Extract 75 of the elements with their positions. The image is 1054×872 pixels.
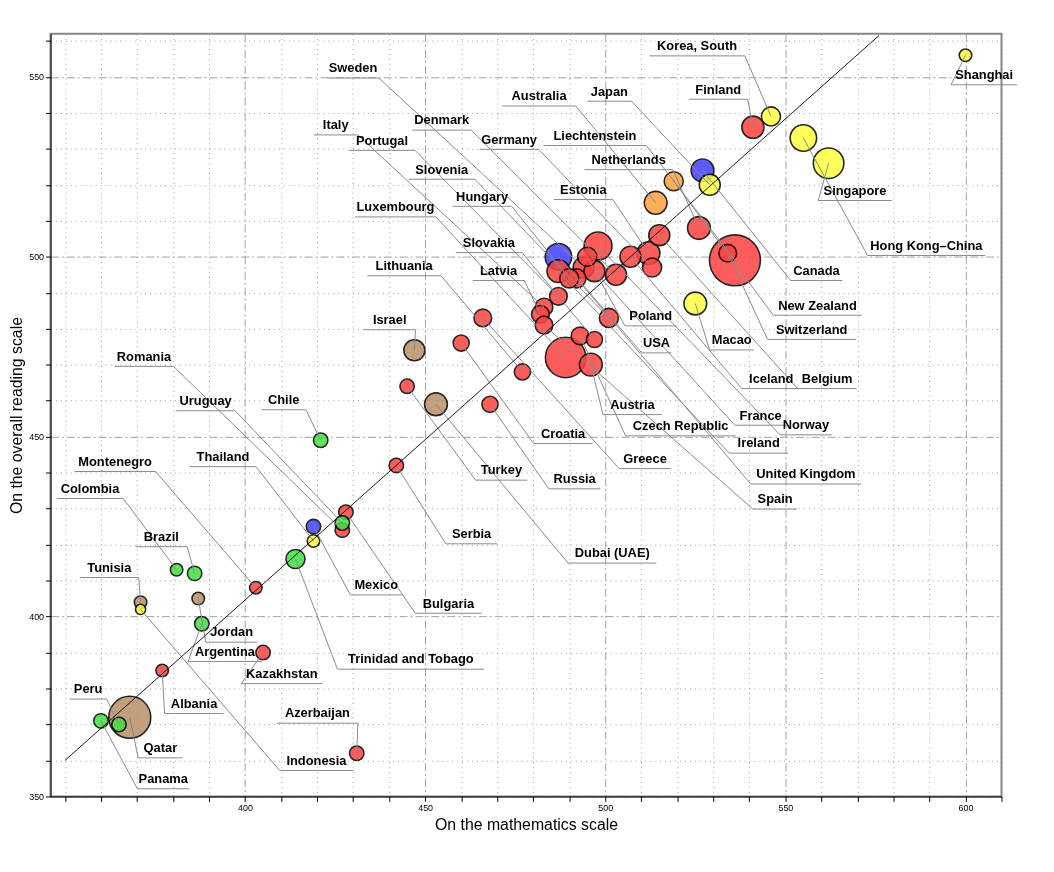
annotation: Sweden [328, 60, 378, 76]
annotation: France [739, 407, 782, 423]
x-tick-label: 500 [598, 802, 614, 813]
annotation: Uruguay [179, 393, 233, 409]
annotation: USA [642, 335, 671, 351]
annotation: Spain [757, 491, 793, 507]
annotation: Kazakhstan [246, 665, 318, 681]
annotation: New Zealand [778, 297, 857, 313]
annotation: Brazil [143, 529, 179, 545]
annotation: Slovakia [462, 234, 516, 250]
annotation: Thailand [196, 448, 250, 464]
annotation: Mexico [354, 577, 399, 593]
annotation: Liechtenstein [553, 127, 637, 143]
annotation: Colombia [60, 480, 121, 496]
y-tick-label: 400 [29, 612, 45, 623]
annotation: Croatia [540, 425, 587, 441]
annotation: Qatar [143, 740, 178, 756]
y-tick-label: 350 [29, 791, 45, 802]
annotation: Dubai (UAE) [574, 545, 650, 561]
annotation: Bulgaria [422, 595, 476, 611]
annotation: Israel [372, 312, 407, 328]
y-axis-title: On the overall reading scale [8, 316, 26, 515]
annotation: Tunisia [87, 559, 133, 575]
annotation: United Kingdom [756, 466, 856, 482]
annotation: Australia [511, 88, 568, 104]
annotation: Switzerland [775, 321, 848, 337]
x-tick-label: 400 [238, 802, 253, 813]
annotation: Chile [267, 392, 300, 408]
annotation: Estonia [560, 181, 608, 197]
annotation: Azerbaijan [284, 705, 351, 721]
annotation: Indonesia [286, 752, 348, 768]
annotation: Hong Kong–China [870, 237, 984, 253]
x-tick-label: 600 [958, 802, 974, 813]
annotation: Italy [322, 117, 350, 133]
annotation: Shanghai [955, 67, 1014, 83]
annotation: Ireland [737, 435, 780, 451]
annotation: Latvia [479, 262, 518, 278]
annotation: Russia [553, 471, 597, 487]
annotation: Poland [629, 308, 673, 324]
annotation: Korea, South [657, 38, 738, 54]
annotation: Canada [793, 262, 841, 278]
annotation: Serbia [451, 526, 493, 542]
x-tick-label: 450 [418, 802, 434, 813]
annotation: Panama [138, 771, 189, 787]
x-axis-title: On the mathematics scale [435, 815, 619, 833]
annotation: Iceland [749, 370, 794, 386]
annotation: Montenegro [78, 453, 153, 469]
annotation: Argentina [194, 643, 256, 659]
annotation: Finland [695, 81, 742, 97]
annotation: Norway [782, 417, 830, 433]
annotation: Singapore [823, 182, 887, 198]
annotation: Germany [481, 131, 538, 147]
annotation: Hungary [456, 188, 510, 204]
annotation: Austria [610, 396, 656, 412]
annotation: Peru [73, 681, 103, 697]
annotation: Lithuania [375, 258, 434, 274]
annotation: Trinidad and Tobago [348, 651, 474, 667]
annotation: Albania [170, 695, 219, 711]
annotation: Portugal [355, 132, 409, 148]
annotation: Greece [623, 450, 667, 466]
annotation: Jordan [210, 624, 254, 640]
annotation: Macao [711, 332, 752, 348]
annotation: Denmark [414, 112, 471, 128]
annotation: Czech Republic [632, 418, 729, 434]
annotation: Slovenia [415, 161, 469, 177]
annotation: Turkey [480, 462, 523, 478]
annotation: Japan [590, 83, 629, 99]
y-tick-label: 500 [29, 252, 45, 263]
y-tick-label: 550 [29, 72, 45, 83]
annotation: Belgium [801, 370, 853, 386]
x-tick-label: 550 [778, 802, 794, 813]
annotation: Romania [116, 348, 172, 364]
annotation: Luxembourg [356, 199, 435, 215]
y-tick-label: 450 [29, 432, 45, 443]
annotation: Netherlands [591, 151, 666, 167]
